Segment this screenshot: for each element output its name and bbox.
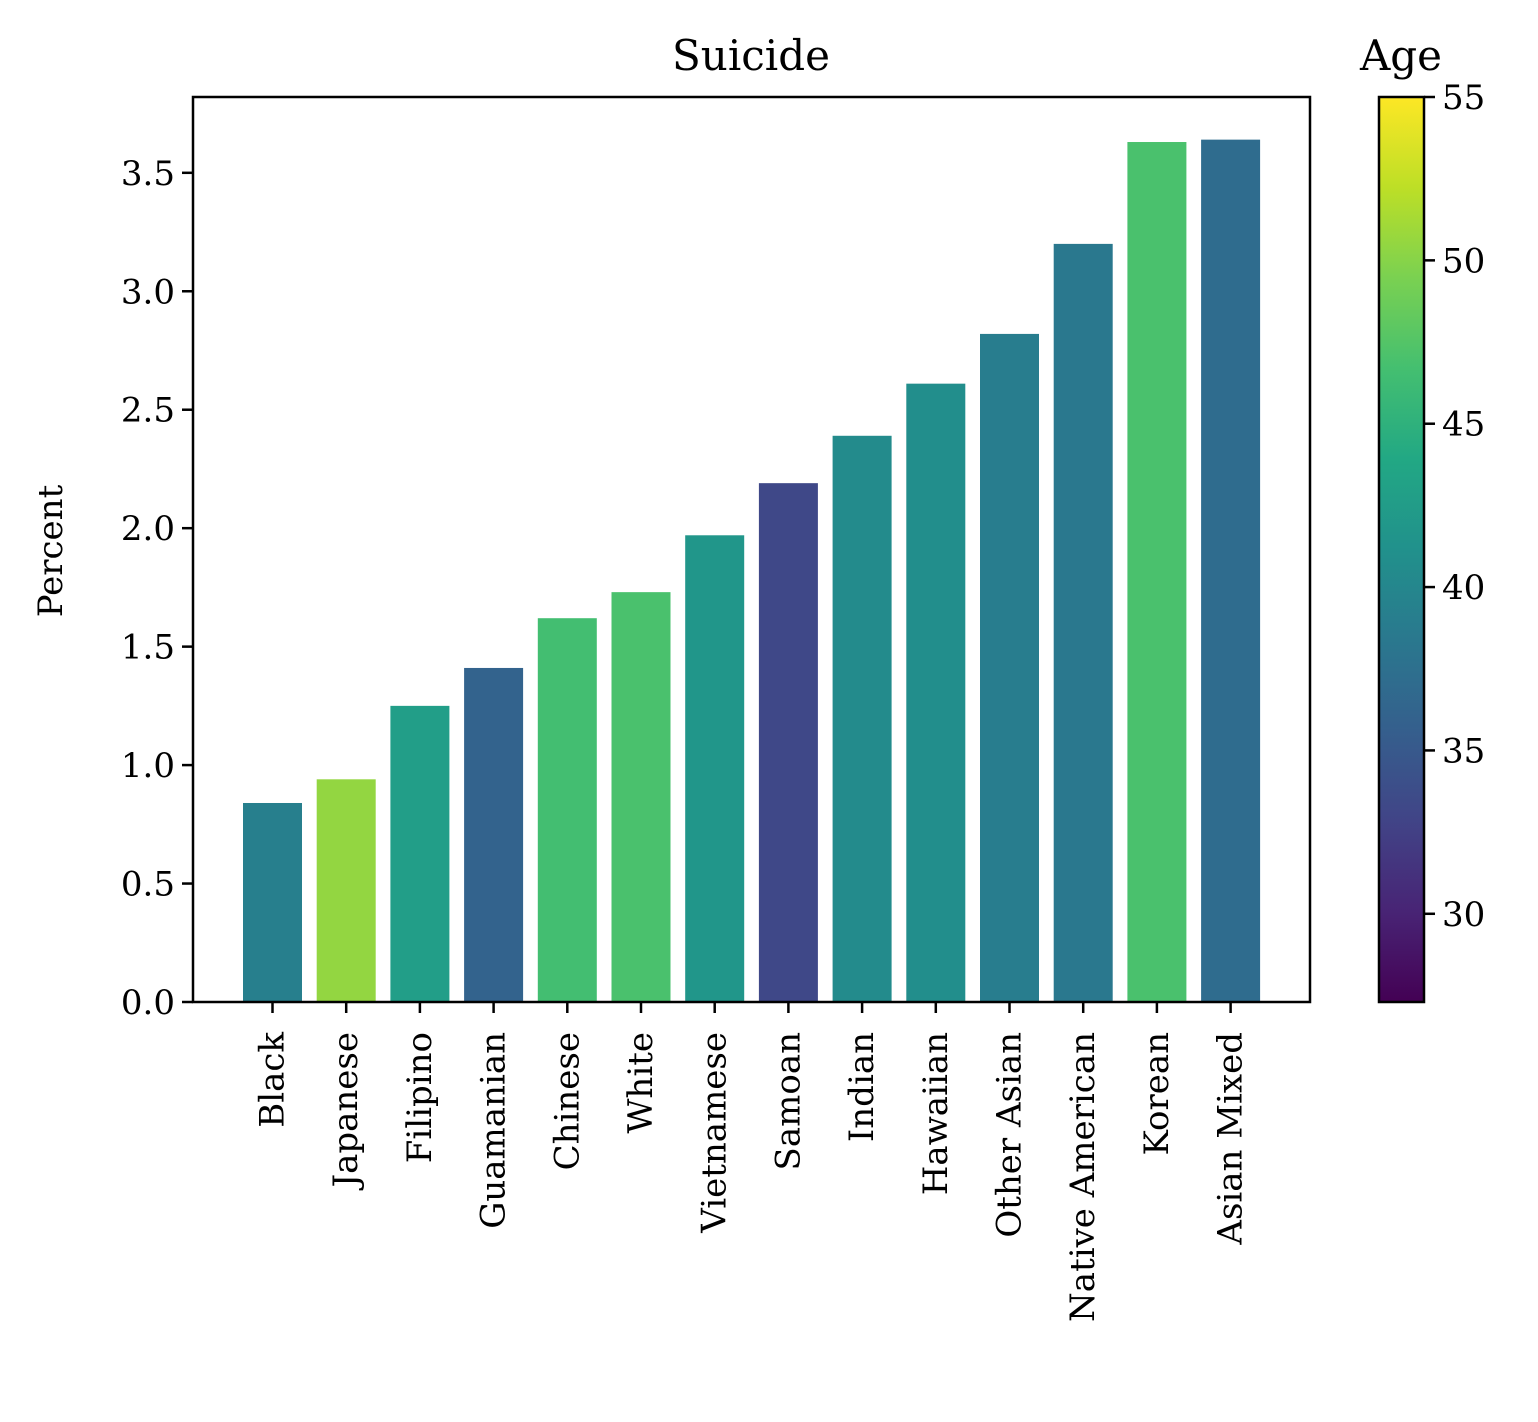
y-tick-label: 0.5: [121, 865, 175, 905]
x-tick-label: Hawaiian: [916, 1032, 956, 1195]
y-axis-ticks: 0.0 0.5 1.0 1.5 2.0 2.5 3.0 3.5: [121, 154, 193, 1023]
x-tick-label: Vietnamese: [695, 1032, 735, 1234]
chart-title: Suicide: [672, 31, 830, 80]
colorbar-tick-label: 55: [1442, 78, 1485, 118]
x-tick-label: Indian: [842, 1032, 882, 1142]
bar-japanese: [316, 779, 376, 1002]
colorbar: Age 30 35 40 45 50 55: [1359, 31, 1485, 1004]
bar-korean: [1127, 142, 1187, 1003]
bar-indian: [832, 435, 892, 1002]
y-tick-label: 1.0: [121, 746, 175, 786]
x-tick-label: White: [621, 1032, 661, 1134]
bars: [243, 139, 1261, 1003]
bar-samoan: [758, 483, 818, 1002]
colorbar-tick-label: 35: [1442, 731, 1485, 771]
colorbar-scale: [1377, 95, 1426, 1004]
y-tick-label: 2.0: [121, 509, 175, 549]
colorbar-tick-label: 40: [1442, 568, 1485, 608]
x-tick-label: Samoan: [768, 1032, 808, 1170]
bar-other-asian: [980, 333, 1039, 1002]
colorbar-tick-label: 45: [1442, 405, 1485, 445]
x-tick-label: Japanese: [326, 1032, 366, 1191]
y-tick-label: 3.0: [121, 272, 175, 312]
y-tick-label: 1.5: [121, 628, 175, 668]
x-tick-label: Black: [253, 1032, 293, 1128]
bar-white: [611, 592, 671, 1002]
y-tick-label: 3.5: [121, 154, 175, 194]
bar-black: [243, 802, 302, 1002]
x-tick-label: Chinese: [547, 1032, 587, 1170]
bar-hawaiian: [906, 383, 966, 1002]
bar-vietnamese: [685, 535, 745, 1002]
x-tick-label: Filipino: [400, 1032, 440, 1163]
bar-native-american: [1053, 243, 1113, 1002]
plot-area-frame: [191, 95, 1312, 1004]
bar-asian-mixed: [1201, 139, 1261, 1002]
colorbar-tick-label: 50: [1442, 241, 1485, 281]
y-tick-label: 2.5: [121, 391, 175, 431]
x-tick-label: Asian Mixed: [1211, 1032, 1251, 1246]
y-tick-label: 0.0: [121, 983, 175, 1023]
colorbar-title: Age: [1359, 31, 1442, 80]
y-axis-title: Percent: [31, 484, 71, 617]
colorbar-tick-label: 30: [1442, 895, 1485, 935]
x-tick-label: Other Asian: [990, 1032, 1030, 1238]
colorbar-ticks: 30 35 40 45 50 55: [1424, 78, 1485, 935]
x-axis-ticks: Black Japanese Filipino Guamanian Chinese Whi…: [253, 1002, 1251, 1322]
bar-guamanian: [464, 667, 524, 1002]
bar-filipino: [390, 705, 450, 1002]
bar-chinese: [537, 618, 597, 1002]
x-tick-label: Korean: [1137, 1032, 1177, 1156]
x-tick-label: Native American: [1063, 1032, 1103, 1322]
x-tick-label: Guamanian: [474, 1032, 514, 1229]
